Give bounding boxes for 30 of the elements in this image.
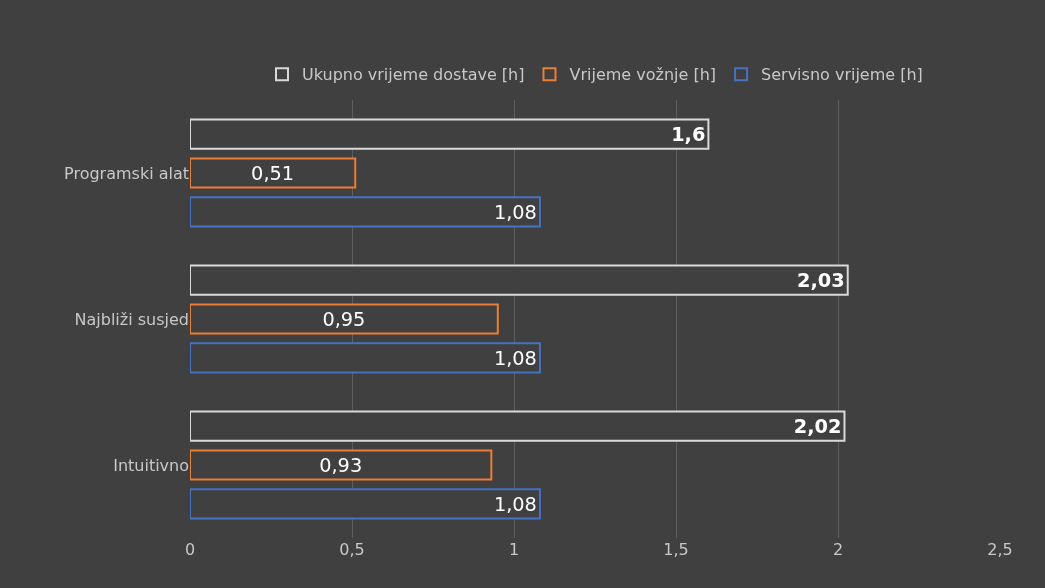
legend-label: Servisno vrijeme [h] bbox=[761, 65, 923, 85]
data-label: 1,08 bbox=[493, 492, 537, 516]
x-tick-label: 2 bbox=[832, 540, 844, 559]
data-label: 1,08 bbox=[493, 200, 537, 224]
data-label: 2,03 bbox=[797, 268, 845, 292]
data-label: 1,6 bbox=[671, 122, 706, 146]
data-label: 0,95 bbox=[322, 307, 366, 331]
data-label: 2,02 bbox=[793, 414, 842, 438]
bar bbox=[190, 410, 846, 442]
bar bbox=[190, 118, 710, 150]
bar bbox=[190, 264, 849, 296]
data-label: 0,51 bbox=[251, 161, 295, 185]
x-tick-label: 1,5 bbox=[663, 540, 689, 559]
y-tick-label: Intuitivno bbox=[113, 455, 189, 475]
bar bbox=[190, 303, 499, 335]
legend-label: Vrijeme vožnje [h] bbox=[569, 65, 717, 85]
bar bbox=[190, 157, 357, 189]
x-tick-label: 0 bbox=[184, 540, 196, 559]
x-tick-label: 2,5 bbox=[987, 540, 1013, 559]
data-label: 0,93 bbox=[319, 453, 363, 477]
bar bbox=[190, 449, 493, 481]
x-tick-label: 1 bbox=[508, 540, 520, 559]
bar bbox=[190, 488, 541, 520]
data-label: 1,08 bbox=[493, 346, 537, 370]
y-tick-label: Programski alat bbox=[64, 163, 189, 183]
y-tick-label: Najbliži susjed bbox=[74, 309, 189, 329]
bar bbox=[190, 196, 541, 228]
legend-label: Ukupno vrijeme dostave [h] bbox=[302, 65, 525, 85]
x-tick-label: 0,5 bbox=[339, 540, 365, 559]
bar bbox=[190, 342, 541, 374]
